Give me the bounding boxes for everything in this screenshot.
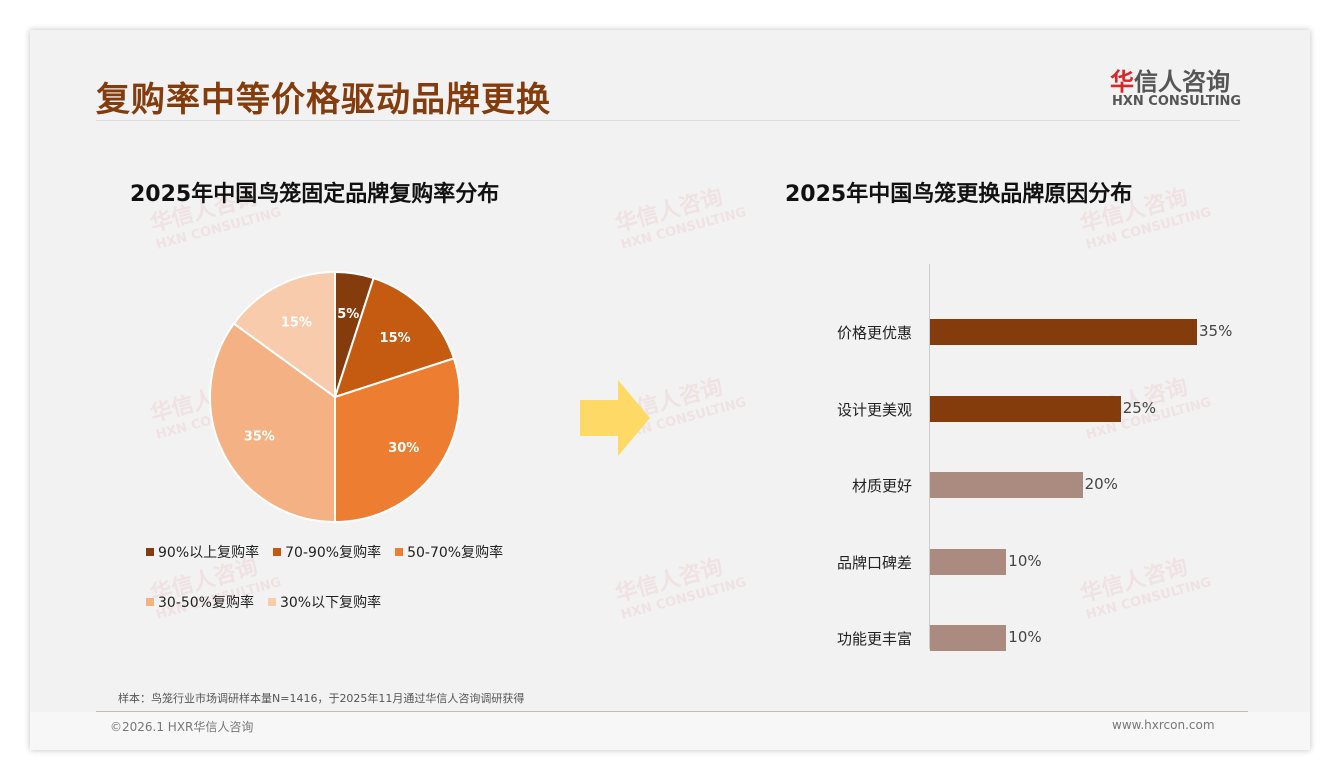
legend-item: 30%以下复购率: [267, 592, 382, 612]
bar-category-label: 价格更优惠: [836, 324, 912, 342]
pie-label: 30%: [388, 441, 419, 456]
footer-line: [96, 711, 1248, 712]
bar-value-label: 25%: [1122, 398, 1157, 417]
bar: [930, 395, 1121, 422]
website-link[interactable]: www.hxrcon.com: [1112, 718, 1215, 732]
legend-swatch: [146, 598, 154, 606]
legend-item: 30-50%复购率: [146, 592, 254, 612]
bar-title: 2025年中国鸟笼更换品牌原因分布: [785, 182, 1133, 207]
bar-category-label: 品牌口碑差: [836, 553, 912, 572]
divider: [96, 120, 1240, 121]
pie-label: 15%: [380, 331, 411, 346]
page-title: 复购率中等价格驱动品牌更换: [96, 80, 551, 120]
pie-label: 15%: [281, 315, 312, 330]
slide: 复购率中等价格驱动品牌更换 华信人咨询 HXN CONSULTING 华信人咨询…: [30, 30, 1310, 750]
legend-label: 50-70%复购率: [407, 545, 504, 561]
legend-item: 70-90%复购率: [273, 542, 381, 562]
legend-label: 30-50%复购率: [158, 595, 254, 611]
legend-label: 30%以下复购率: [279, 595, 382, 611]
pie-slice: [232, 270, 336, 399]
legend-swatch: [395, 548, 404, 556]
pie-chart: 5% 15% 30% 35% 15%: [209, 270, 461, 524]
logo-red: 华: [1110, 68, 1134, 96]
copyright: ©2026.1 HXR华信人咨询: [110, 720, 254, 734]
legend-label: 90%以上复购率: [158, 545, 260, 561]
bar-value-label: 10%: [1008, 551, 1042, 570]
footer: [30, 712, 1310, 750]
bar: [930, 625, 1007, 651]
pie-legend: 90%以上复购率 70-90%复购率 50-70%复购率 30-50%复购率 30%以下…: [146, 542, 566, 612]
pie-label: 5%: [337, 307, 359, 322]
bar-category-label: 功能更丰富: [836, 630, 912, 648]
legend-label: 70-90%复购率: [285, 545, 382, 561]
bar-axis: [929, 264, 930, 649]
bar-value-label: 10%: [1008, 628, 1042, 646]
pie-title: 2025年中国鸟笼固定品牌复购率分布: [130, 182, 500, 207]
bar-value-label: 20%: [1084, 475, 1118, 493]
bar-chart: 价格更优惠 35% 设计更美观 25% 材质更好 20% 品牌口碑差 10% 功能更丰富 10%: [810, 264, 1280, 651]
bar-category-label: 材质更好: [851, 477, 912, 495]
bar: [930, 319, 1197, 345]
legend-item: 90%以上复购率: [146, 542, 259, 562]
logo-en: HXN CONSULTING: [1112, 94, 1242, 109]
pie-label: 35%: [244, 430, 275, 445]
logo: 华信人咨询: [1110, 62, 1230, 97]
legend-swatch: [267, 598, 276, 606]
bar: [930, 548, 1007, 575]
legend-swatch: [146, 548, 154, 556]
sample-note: 样本：鸟笼行业市场调研样本量N=1416，于2025年11月通过华信人咨询调研获…: [118, 692, 525, 705]
legend-item: 50-70%复购率: [395, 542, 503, 562]
pie-slice: [334, 357, 461, 524]
bar-category-label: 设计更美观: [836, 400, 912, 419]
pie-slice: [209, 322, 336, 524]
logo-cn: 信人咨询: [1134, 68, 1230, 96]
bar: [930, 472, 1083, 498]
bar-value-label: 35%: [1199, 322, 1233, 340]
legend-swatch: [273, 548, 282, 556]
arrow-icon: [580, 380, 650, 456]
